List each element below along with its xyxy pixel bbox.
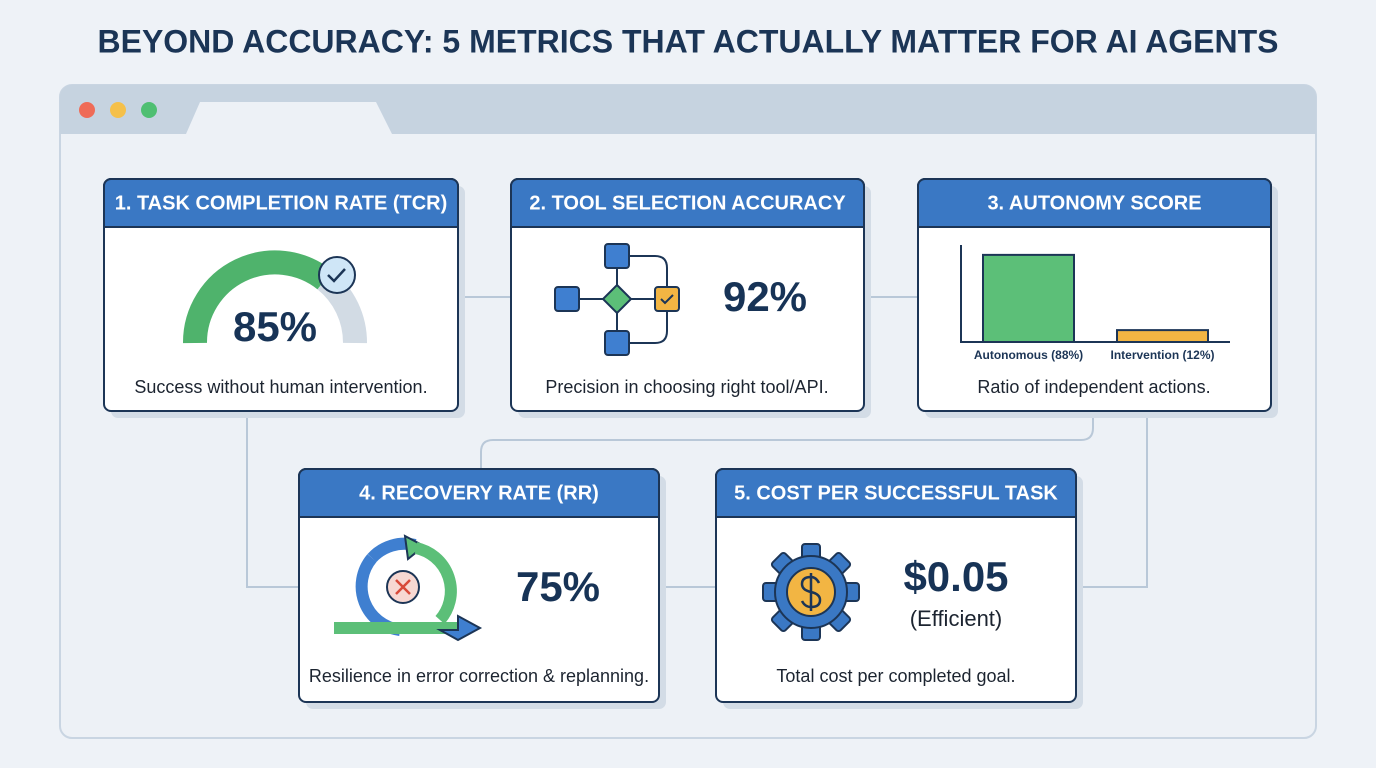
bar [982, 253, 1075, 344]
card-heading: 2. TOOL SELECTION ACCURACY [529, 192, 846, 214]
metric-value: 92% [723, 273, 807, 320]
card-header [917, 178, 1272, 228]
bar-label: Autonomous (88%) [974, 348, 1083, 362]
metric-value: 85% [233, 303, 317, 350]
card-heading: 3. AUTONOMY SCORE [987, 192, 1201, 214]
page-title: BEYOND ACCURACY: 5 METRICS THAT ACTUALLY… [97, 23, 1278, 59]
connectors [246, 296, 1148, 588]
metric-card: 1. TASK COMPLETION RATE (TCR) [103, 178, 465, 418]
card-caption: Success without human intervention. [134, 377, 427, 397]
card-header [715, 468, 1077, 518]
metric-value: 75% [516, 563, 600, 610]
gauge-icon [182, 250, 368, 344]
card-caption: Resilience in error correction & replann… [309, 666, 649, 686]
metric-note: (Efficient) [910, 606, 1003, 631]
card-caption: Precision in choosing right tool/API. [545, 377, 828, 397]
metric-value: $0.05 [903, 553, 1008, 600]
card-header [298, 468, 660, 518]
card-heading: 1. TASK COMPLETION RATE (TCR) [115, 192, 448, 214]
card-heading: 4. RECOVERY RATE (RR) [359, 482, 599, 504]
flow-icon [554, 243, 680, 356]
card-caption: Total cost per completed goal. [776, 666, 1015, 686]
metric-card: 3. AUTONOMY SCORE [917, 178, 1278, 418]
metric-card: 4. RECOVERY RATE (RR) [298, 468, 666, 709]
dollar-sign [800, 573, 822, 611]
bar-label: Intervention (12%) [1110, 348, 1214, 362]
recovery-icon [334, 534, 483, 642]
card-heading: 5. COST PER SUCCESSFUL TASK [734, 482, 1058, 504]
metric-card: 2. TOOL SELECTION ACCURACY [510, 178, 871, 418]
bars: Autonomous (88%) Intervention (12%) [974, 253, 1215, 362]
card-header [510, 178, 865, 228]
gear-icon [762, 543, 860, 641]
bar [1116, 329, 1209, 343]
cards: 1. TASK COMPLETION RATE (TCR) 2. TOOL SEL… [103, 178, 1278, 709]
metric-card: 5. COST PER SUCCESSFUL TASK [715, 468, 1083, 709]
card-header [103, 178, 459, 228]
card-caption: Ratio of independent actions. [977, 377, 1210, 397]
